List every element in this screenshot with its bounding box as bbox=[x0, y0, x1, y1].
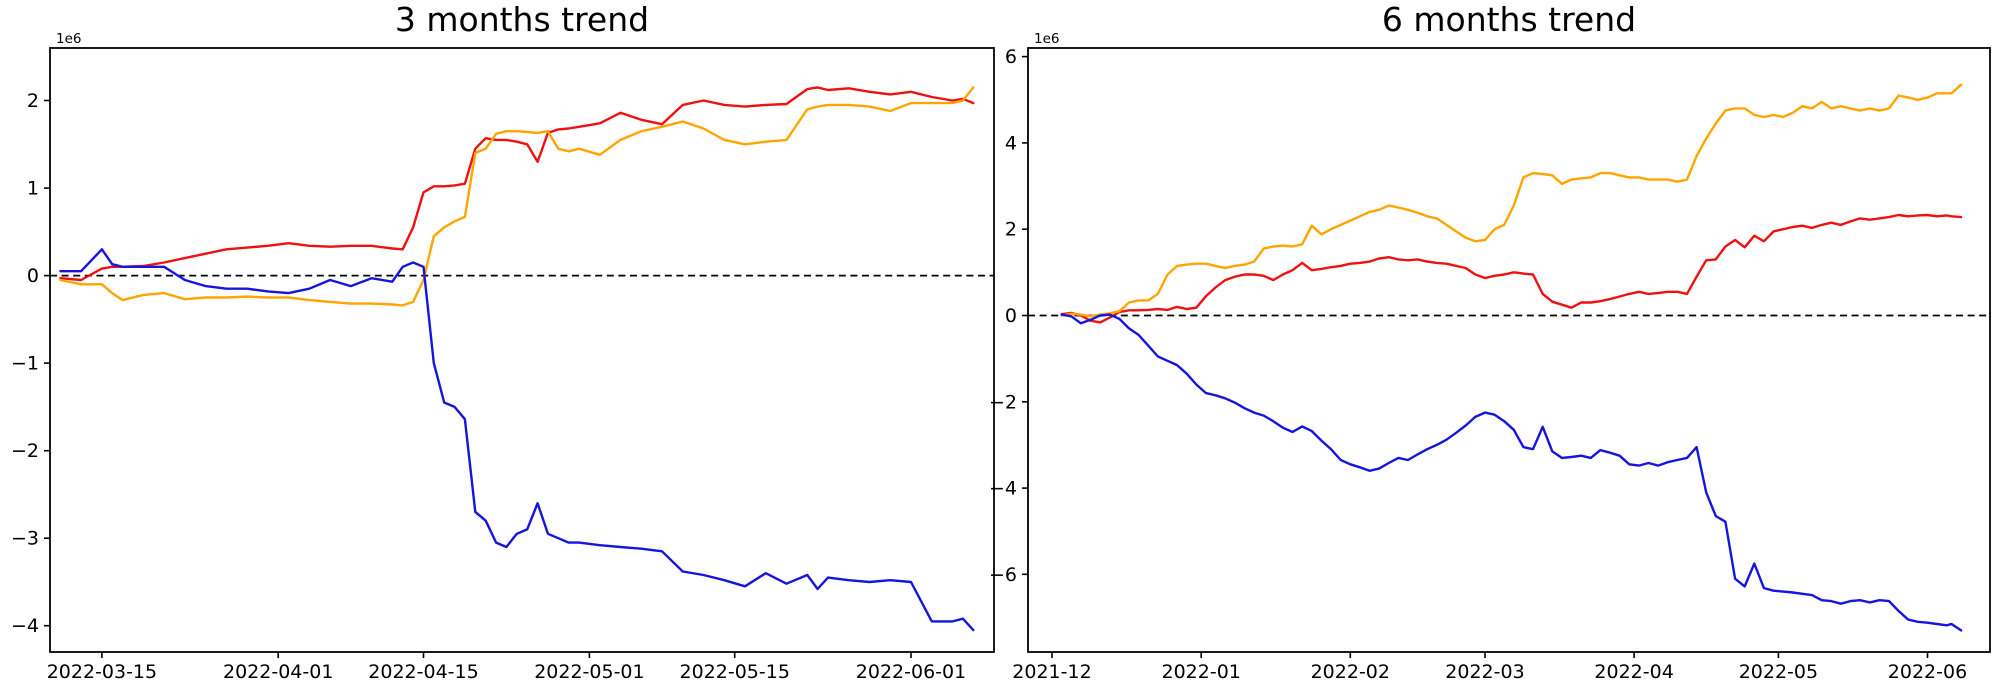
y-tick-label: −4 bbox=[11, 615, 39, 637]
y-tick-label: −2 bbox=[989, 391, 1017, 413]
y-tick-label: 6 bbox=[1005, 46, 1017, 68]
x-tick-label: 2022-04-15 bbox=[368, 661, 478, 683]
y-tick-label: 0 bbox=[1005, 305, 1017, 327]
y-tick-label: 4 bbox=[1005, 132, 1017, 154]
x-tick-label: 2022-04-01 bbox=[223, 661, 333, 683]
x-tick-label: 2022-02 bbox=[1311, 661, 1390, 683]
series-line-blue bbox=[59, 248, 975, 632]
x-tick-label: 2022-01 bbox=[1162, 661, 1241, 683]
series-line-red bbox=[1060, 213, 1963, 324]
axes-spines bbox=[49, 47, 995, 653]
axes-spines bbox=[1027, 47, 1991, 653]
chart-title-3-months: 3 months trend bbox=[394, 0, 650, 39]
y-tick-label: −2 bbox=[11, 440, 39, 462]
x-tick-label: 2022-04 bbox=[1594, 661, 1673, 683]
y-tick-label: 2 bbox=[27, 90, 39, 112]
series-line-orange bbox=[59, 86, 975, 307]
y-tick-label: −4 bbox=[989, 478, 1017, 500]
y-tick-label: −6 bbox=[989, 564, 1017, 586]
y-tick-label: −3 bbox=[11, 528, 39, 550]
y-tick-label: 2 bbox=[1005, 219, 1017, 241]
chart-1: 6 4 2 0 −2 −4 −6 2021-12 2022-01 2022-02 2022-03 20… bbox=[989, 46, 1991, 683]
series-group bbox=[59, 86, 975, 632]
y-axis-offset-label-right: 1e6 bbox=[1034, 31, 1060, 47]
x-tick-label: 2022-06 bbox=[1888, 661, 1967, 683]
series-group bbox=[1060, 83, 1963, 632]
x-tick-label: 2022-05-15 bbox=[679, 661, 789, 683]
x-tick-label: 2022-05-01 bbox=[534, 661, 644, 683]
series-line-blue bbox=[1060, 313, 1963, 632]
y-tick-label: −1 bbox=[11, 353, 39, 375]
x-tick-label: 2022-03 bbox=[1445, 661, 1524, 683]
series-line-orange bbox=[1060, 83, 1963, 318]
y-axis-offset-label-left: 1e6 bbox=[56, 31, 82, 47]
x-tick-label: 2022-05 bbox=[1739, 661, 1818, 683]
chart-title-6-months: 6 months trend bbox=[1381, 0, 1637, 39]
y-tick-label: 0 bbox=[27, 265, 39, 287]
chart-0: 2 1 0 −1 −2 −3 −4 2022-03-15 2022-04-01 2022-04-1… bbox=[11, 47, 995, 683]
x-tick-label: 2022-03-15 bbox=[47, 661, 157, 683]
series-line-red bbox=[59, 86, 975, 282]
x-tick-label: 2022-06-01 bbox=[856, 661, 966, 683]
x-tick-label: 2021-12 bbox=[1012, 661, 1091, 683]
y-tick-label: 1 bbox=[27, 178, 39, 200]
